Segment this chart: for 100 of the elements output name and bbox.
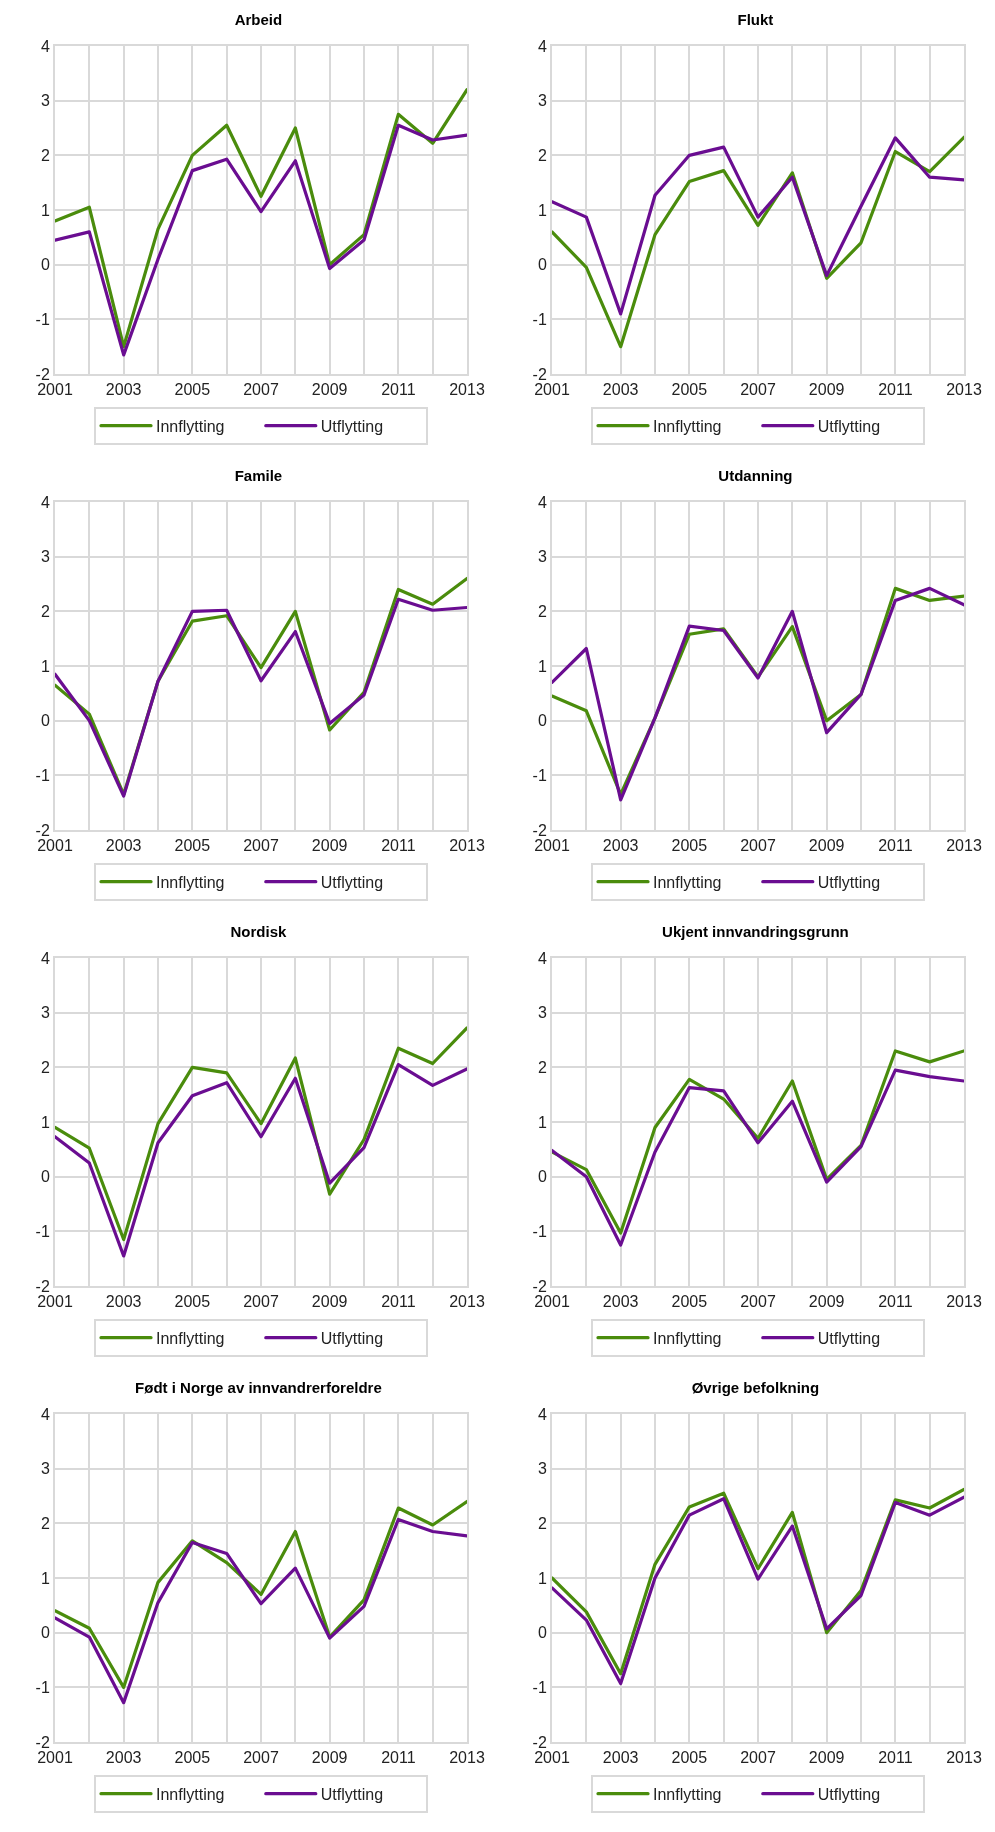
x-tick-label: 2005 — [671, 837, 708, 855]
y-tick-label: 0 — [40, 1624, 50, 1642]
line-series — [55, 1063, 467, 1258]
x-tick-label: 2009 — [808, 1293, 845, 1311]
x-tick-label: 2003 — [602, 1293, 639, 1311]
y-tick-label: -2 — [532, 1733, 547, 1751]
chart-title: Ukjent innvandringsgrunn — [662, 923, 849, 941]
x-tick-label: 2003 — [105, 1749, 142, 1767]
chart-title: Famile — [234, 467, 283, 485]
chart-title: Født i Norge av innvandrerforeldre — [135, 1379, 382, 1397]
x-tick-label: 2007 — [243, 1749, 279, 1767]
line-series — [552, 1068, 964, 1247]
x-tick-label: 2003 — [105, 837, 142, 855]
x-tick-label: 2009 — [311, 1293, 348, 1311]
y-tick-label: -1 — [532, 310, 547, 328]
legend-label: Innflytting — [653, 873, 722, 891]
x-tick-label: 2005 — [174, 837, 211, 855]
y-tick-label: 1 — [40, 201, 50, 219]
legend-label: Innflytting — [156, 873, 225, 891]
x-tick-label: 2005 — [174, 381, 211, 399]
y-tick-label: 3 — [537, 548, 547, 566]
legend-label: Innflytting — [653, 1329, 722, 1347]
x-tick-label: 2011 — [878, 381, 913, 399]
y-tick-label: 1 — [537, 657, 547, 675]
y-tick-label: -2 — [35, 365, 50, 383]
y-tick-label: 2 — [537, 602, 547, 620]
x-tick-label: 2005 — [174, 1293, 211, 1311]
y-tick-label: 2 — [40, 602, 50, 620]
legend-label: Utflytting — [320, 1785, 384, 1803]
y-tick-label: 0 — [40, 1168, 50, 1186]
y-tick-label: 1 — [40, 1569, 50, 1587]
x-tick-label: 2001 — [534, 381, 570, 399]
y-tick-label: 3 — [40, 92, 50, 110]
y-tick-label: 3 — [40, 1460, 50, 1478]
y-tick-label: 1 — [40, 657, 50, 675]
x-tick-label: 2007 — [243, 837, 279, 855]
y-tick-label: -2 — [35, 1733, 50, 1751]
x-tick-label: 2011 — [878, 837, 913, 855]
legend-label: Utflytting — [817, 417, 881, 435]
line-series — [55, 1499, 467, 1689]
y-tick-label: 0 — [40, 712, 50, 730]
legend-label: Utflytting — [817, 873, 881, 891]
y-tick-label: -1 — [35, 1678, 50, 1696]
x-tick-label: 2005 — [671, 381, 708, 399]
y-tick-label: 0 — [537, 1168, 547, 1186]
y-tick-label: -1 — [532, 1678, 547, 1696]
x-tick-label: 2011 — [381, 1749, 416, 1767]
x-tick-label: 2013 — [449, 837, 485, 855]
chart-title: Nordisk — [230, 923, 288, 941]
x-tick-label: 2003 — [602, 1749, 639, 1767]
legend-label: Utflytting — [320, 417, 384, 435]
legend-label: Utflytting — [320, 1329, 384, 1347]
x-tick-label: 2005 — [174, 1749, 211, 1767]
x-tick-label: 2001 — [37, 1293, 73, 1311]
x-tick-label: 2009 — [808, 1749, 845, 1767]
y-tick-label: -2 — [532, 365, 547, 383]
y-tick-label: 1 — [537, 1569, 547, 1587]
y-tick-label: 3 — [537, 1004, 547, 1022]
y-tick-label: 4 — [40, 1405, 50, 1423]
x-tick-label: 2007 — [740, 1749, 776, 1767]
y-tick-label: -1 — [532, 766, 547, 784]
x-tick-label: 2011 — [381, 381, 416, 399]
line-series — [552, 136, 964, 316]
x-tick-label: 2001 — [534, 1749, 570, 1767]
y-tick-label: 0 — [537, 256, 547, 274]
x-tick-label: 2013 — [946, 1749, 982, 1767]
x-tick-label: 2013 — [946, 1293, 982, 1311]
x-tick-label: 2005 — [671, 1293, 708, 1311]
y-tick-label: 3 — [537, 1460, 547, 1478]
x-tick-label: 2007 — [243, 381, 279, 399]
x-tick-label: 2009 — [311, 1749, 348, 1767]
y-tick-label: -2 — [532, 1277, 547, 1295]
line-series — [55, 1026, 467, 1242]
y-tick-label: 2 — [40, 1514, 50, 1532]
line-series — [55, 88, 467, 349]
x-tick-label: 2003 — [602, 381, 639, 399]
legend-label: Utflytting — [320, 873, 384, 891]
x-tick-label: 2009 — [808, 381, 845, 399]
x-tick-label: 2007 — [740, 381, 776, 399]
x-tick-label: 2001 — [37, 1749, 73, 1767]
line-series — [55, 123, 467, 357]
x-tick-label: 2013 — [946, 837, 982, 855]
y-tick-label: 4 — [40, 493, 50, 511]
legend-label: Innflytting — [653, 417, 722, 435]
x-tick-label: 2003 — [602, 837, 639, 855]
y-tick-label: -1 — [35, 310, 50, 328]
y-tick-label: 0 — [537, 1624, 547, 1642]
y-tick-label: 3 — [537, 92, 547, 110]
y-tick-label: 1 — [537, 1113, 547, 1131]
chart-title: Arbeid — [234, 11, 283, 29]
x-tick-label: 2007 — [740, 1293, 776, 1311]
x-tick-label: 2003 — [105, 381, 142, 399]
y-tick-label: 2 — [40, 146, 50, 164]
y-tick-label: 2 — [40, 1058, 50, 1076]
y-tick-label: -1 — [35, 1222, 50, 1240]
x-tick-label: 2011 — [878, 1749, 913, 1767]
x-tick-label: 2001 — [534, 837, 570, 855]
x-tick-label: 2003 — [105, 1293, 142, 1311]
x-tick-label: 2011 — [878, 1293, 913, 1311]
y-tick-label: -2 — [532, 821, 547, 839]
